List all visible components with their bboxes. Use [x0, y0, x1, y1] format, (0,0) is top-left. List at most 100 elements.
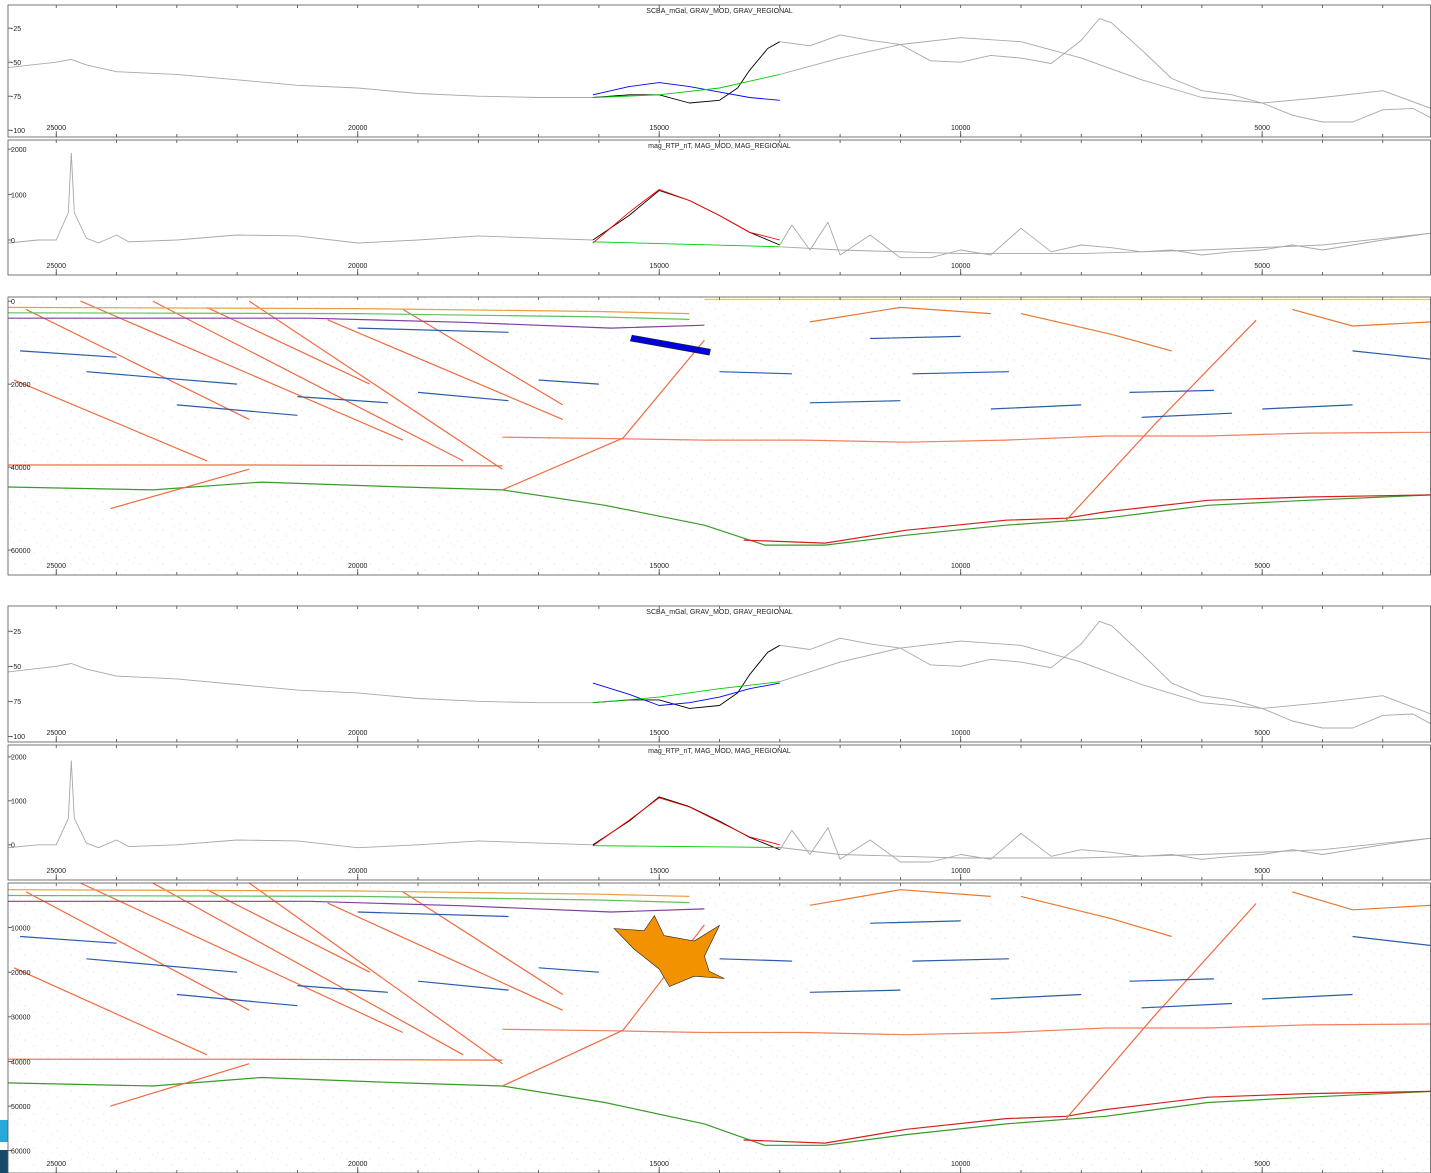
horizon-line: [297, 396, 388, 404]
horizon-line: [1292, 308, 1431, 327]
profile-line: [592, 682, 780, 706]
x-tick-label: 15000: [649, 125, 669, 132]
x-tick-label: 5000: [1254, 263, 1270, 270]
profile-line: [779, 18, 1431, 123]
profile-line: [7, 152, 593, 244]
x-tick-label: 25000: [47, 730, 67, 737]
profile-line: [592, 644, 781, 709]
profile-line: [592, 797, 780, 847]
y-tick-label: -75: [11, 699, 21, 706]
horizon-line: [13, 967, 208, 1056]
y-tick-label: -50: [11, 664, 21, 671]
horizon-line: [538, 967, 599, 973]
horizon-line: [402, 308, 564, 406]
horizon-line: [297, 985, 388, 993]
horizon-line: [743, 1090, 1431, 1144]
horizon-line: [357, 911, 509, 918]
horizon-line: [7, 889, 690, 897]
y-tick-label: 10000: [11, 925, 31, 932]
profile-line: [592, 681, 780, 704]
y-tick-label: 40000: [11, 465, 31, 472]
horizon-line: [8, 900, 705, 913]
profile-line: [779, 640, 1431, 715]
profile-line: [7, 760, 593, 849]
horizon-line: [870, 920, 961, 924]
horizon-line: [110, 1063, 250, 1107]
x-tick-label: 10000: [951, 263, 971, 270]
profile-line: [7, 663, 593, 704]
profile-line: [779, 837, 1431, 859]
x-tick-label: 20000: [348, 868, 368, 875]
x-tick-label: 5000: [1254, 563, 1270, 570]
y-tick-label: 0: [11, 238, 15, 245]
profile-line: [592, 189, 780, 244]
profile-line: [779, 37, 1431, 109]
horizon-line: [809, 400, 901, 404]
horizon-line: [809, 989, 901, 993]
horizon-line: [1020, 313, 1172, 352]
y-tick-label: 0: [11, 299, 15, 306]
horizon-line: [912, 371, 1009, 375]
plot-area: [7, 882, 1431, 1146]
horizon-line: [990, 993, 1082, 1000]
x-tick-label: 10000: [951, 563, 971, 570]
y-tick-label: 30000: [11, 1015, 31, 1022]
plot-area: [7, 152, 1431, 259]
y-tick-label: -25: [11, 26, 21, 33]
horizon-line: [7, 306, 690, 315]
x-tick-label: 25000: [47, 263, 67, 270]
horizon-line: [20, 350, 117, 358]
horizon-line: [8, 464, 503, 467]
panel-title: mag_RTP_nT, MAG_MOD, MAG_REGIONAL: [648, 748, 791, 755]
horizon-line: [110, 468, 250, 510]
horizon-line: [538, 379, 599, 385]
y-tick-label: 20000: [11, 970, 31, 977]
profile-line: [779, 620, 1431, 729]
x-tick-label: 15000: [649, 263, 669, 270]
horizon-line: [25, 308, 250, 420]
horizon-line: [502, 1023, 1431, 1036]
horizon-line: [1352, 935, 1431, 947]
model-body: [629, 334, 711, 356]
plot-area: [7, 18, 1431, 123]
horizon-line: [7, 312, 690, 320]
profile-line: [592, 41, 781, 104]
horizon-line: [206, 306, 371, 385]
profile-line: [592, 241, 780, 248]
panel-background: [8, 5, 1431, 137]
panel-title: mag_RTP_nT, MAG_MOD, MAG_REGIONAL: [648, 143, 791, 150]
horizon-line: [1065, 903, 1257, 1119]
horizon-line: [1262, 993, 1353, 1000]
y-tick-label: -25: [11, 629, 21, 636]
y-tick-label: 60000: [11, 1149, 31, 1156]
horizon-line: [248, 882, 503, 1065]
horizon-line: [990, 404, 1082, 410]
y-tick-label: 20000: [11, 382, 31, 389]
horizon-line: [1020, 895, 1172, 938]
y-tick-label: 0: [11, 843, 15, 850]
horizon-line: [870, 335, 961, 340]
x-tick-label: 20000: [348, 1161, 368, 1168]
section-panel: 25000 20000 15000 10000 5000 10000 20000 30000 4…: [7, 882, 1431, 1173]
horizon-line: [7, 481, 1431, 546]
horizon-line: [502, 339, 705, 491]
horizon-line: [176, 404, 298, 416]
horizon-line: [1262, 404, 1353, 410]
horizon-line: [417, 980, 509, 991]
y-tick-label: -75: [11, 94, 21, 101]
profile-panel: SCBA_mGal, GRAV_MOD, GRAV_REGIONAL 25000 2…: [7, 605, 1431, 743]
section-panel: 25000 20000 15000 10000 5000 0 20000 40000 60000: [7, 296, 1431, 576]
horizon-line: [1141, 1002, 1233, 1009]
horizon-line: [719, 371, 792, 375]
horizon-line: [8, 317, 705, 329]
horizon-line: [1352, 350, 1431, 360]
profile-line: [779, 827, 1431, 863]
y-tick-label: -100: [11, 128, 25, 135]
profile-line: [7, 58, 593, 98]
horizon-line: [248, 300, 503, 470]
y-tick-label: -50: [11, 60, 21, 67]
horizon-line: [86, 371, 238, 385]
horizon-line: [176, 993, 298, 1007]
horizon-line: [86, 958, 238, 973]
